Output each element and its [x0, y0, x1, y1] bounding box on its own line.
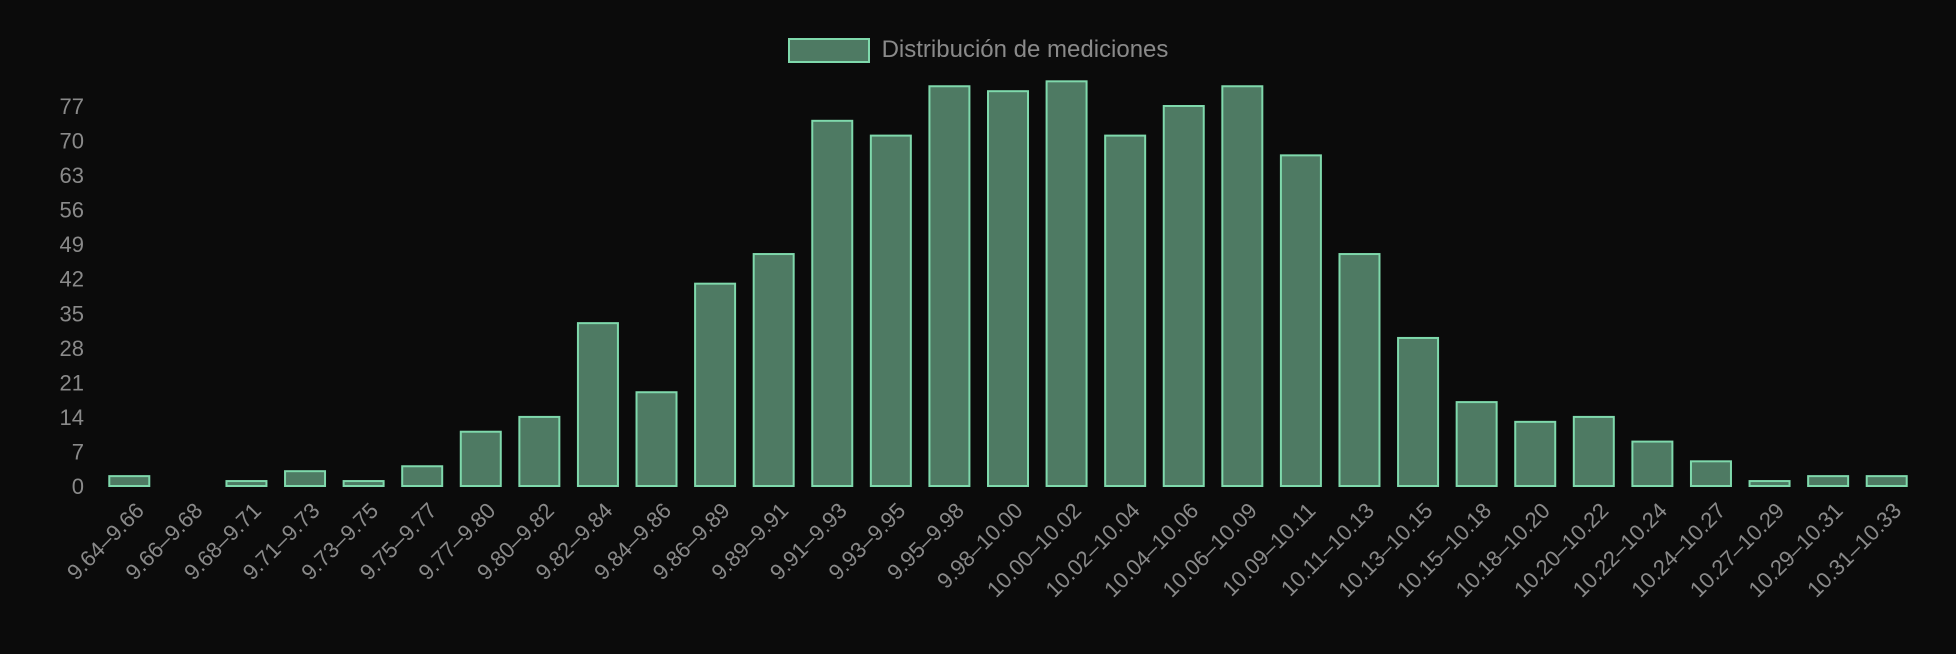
- bar[interactable]: [1807, 475, 1850, 488]
- legend-swatch: [787, 37, 870, 63]
- y-tick-label: 42: [60, 267, 84, 292]
- y-axis: 0 7 14 21 28 35 42 49 56 63 70 77: [60, 94, 84, 499]
- bar[interactable]: [1104, 134, 1147, 487]
- y-tick-label: 63: [60, 163, 84, 188]
- y-tick-label: 14: [60, 405, 84, 430]
- bar[interactable]: [1221, 85, 1264, 488]
- bar[interactable]: [1514, 420, 1557, 487]
- bar[interactable]: [225, 480, 268, 488]
- bar[interactable]: [284, 470, 327, 487]
- y-tick-label: 77: [60, 94, 84, 119]
- bar[interactable]: [1748, 480, 1791, 488]
- y-tick-label: 49: [60, 232, 84, 257]
- bar[interactable]: [869, 134, 912, 487]
- x-axis: 9.64–9.669.66–9.689.68–9.719.71–9.739.73…: [62, 498, 1906, 602]
- bar[interactable]: [1045, 80, 1088, 487]
- y-tick-label: 0: [72, 474, 84, 499]
- bar[interactable]: [694, 282, 737, 487]
- y-tick-label: 56: [60, 198, 84, 223]
- y-tick-label: 35: [60, 301, 84, 326]
- bar[interactable]: [108, 475, 151, 488]
- y-tick-label: 70: [60, 129, 84, 154]
- bars: [108, 80, 1908, 488]
- bar[interactable]: [1572, 415, 1615, 487]
- bar[interactable]: [1689, 460, 1732, 488]
- bar[interactable]: [635, 391, 678, 487]
- bar[interactable]: [1631, 440, 1674, 487]
- bar[interactable]: [1162, 105, 1205, 487]
- bar[interactable]: [401, 465, 444, 487]
- bar[interactable]: [752, 253, 795, 487]
- bar[interactable]: [459, 430, 502, 488]
- y-tick-label: 21: [60, 370, 84, 395]
- bar[interactable]: [987, 90, 1029, 488]
- bar[interactable]: [1397, 336, 1440, 487]
- bar[interactable]: [1455, 401, 1498, 487]
- bar[interactable]: [342, 480, 385, 488]
- y-tick-label: 7: [72, 439, 84, 464]
- chart-legend[interactable]: Distribución de mediciones: [0, 34, 1956, 66]
- bar[interactable]: [928, 85, 971, 488]
- bar[interactable]: [1338, 253, 1381, 487]
- y-tick-label: 28: [60, 336, 84, 361]
- bar[interactable]: [518, 415, 561, 487]
- bar[interactable]: [811, 119, 854, 487]
- bar[interactable]: [1279, 154, 1322, 487]
- bar[interactable]: [576, 322, 619, 487]
- legend-label: Distribución de mediciones: [881, 36, 1169, 63]
- bar[interactable]: [1865, 475, 1908, 488]
